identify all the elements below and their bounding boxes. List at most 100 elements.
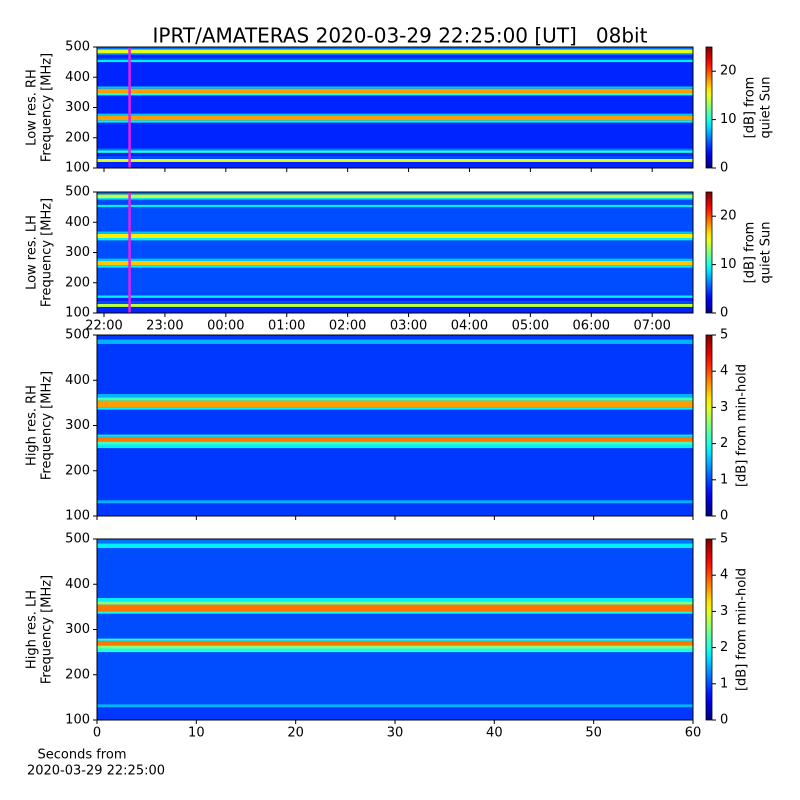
y-axis-label: Frequency [MHz]: [40, 575, 55, 684]
spectrum-band: [97, 120, 693, 123]
colorbar-tick-label: 10: [720, 257, 737, 272]
spectrum-band: [97, 47, 693, 50]
colorbar-tick-label: 20: [720, 209, 737, 224]
y-tick-label: 100: [65, 306, 90, 321]
x-tick-label: 07:00: [633, 319, 670, 334]
colorbar-tick-label: 5: [720, 532, 728, 547]
spectrum-band: [97, 202, 693, 205]
spectrum-band: [97, 198, 693, 200]
spectrum-band: [97, 344, 693, 394]
spectrum-band: [97, 258, 693, 261]
spectrum-band: [97, 86, 693, 89]
y-tick-label: 200: [65, 667, 90, 682]
y-tick-label: 200: [65, 275, 90, 290]
spectrum-band: [97, 150, 693, 153]
spectrum-band: [97, 441, 693, 445]
colorbar-tick-label: 10: [720, 112, 737, 127]
spectrum-band: [97, 192, 693, 195]
spectrum-band: [97, 409, 693, 435]
spectrum-band: [97, 53, 693, 55]
colorbar-tick-label: 4: [720, 568, 728, 583]
y-tick-label: 400: [65, 577, 90, 592]
spectrum-band: [97, 648, 693, 653]
y-tick-label: 500: [65, 532, 90, 547]
spectrum-band: [97, 400, 693, 408]
colorbar-tick-label: 2: [720, 640, 728, 655]
spectrum-band: [97, 303, 693, 307]
spectrum-band: [97, 597, 693, 602]
spectrum-band: [97, 448, 693, 501]
spectrum-band: [97, 652, 693, 705]
spectrum-band: [97, 113, 693, 116]
spectrum-band: [97, 300, 693, 304]
colorbar-label: quiet Sun: [759, 76, 774, 138]
spectrum-band: [97, 645, 693, 649]
colorbar-tick-label: 1: [720, 472, 728, 487]
spectrum-band: [97, 233, 693, 238]
spectrum-band: [97, 335, 693, 340]
y-tick-label: 200: [65, 463, 90, 478]
x-tick-label: 05:00: [512, 319, 549, 334]
spectrum-band: [97, 59, 693, 63]
spectrum-band: [97, 295, 693, 298]
x-tick-label: 60: [685, 726, 702, 741]
spectrum-band: [97, 604, 693, 612]
spectrum-band: [97, 57, 693, 60]
y-tick-label: 300: [65, 418, 90, 433]
x-tick-label: 06:00: [573, 319, 610, 334]
spectrum-band: [97, 548, 693, 598]
y-tick-label: 500: [65, 328, 90, 343]
spectrum-band: [97, 306, 693, 313]
spectrum-band: [97, 237, 693, 241]
x-tick-label: 22:00: [85, 319, 122, 334]
colorbar-tick-label: 1: [720, 676, 728, 691]
colorbar-tick-label: 4: [720, 364, 728, 379]
spectrum-band: [97, 158, 693, 162]
y-tick-label: 100: [65, 713, 90, 728]
colorbar: [705, 191, 713, 314]
spectrum-band: [97, 267, 693, 294]
x-tick-label: 01:00: [268, 319, 305, 334]
x-tick-label: 03:00: [390, 319, 427, 334]
colorbar-tick-label: 0: [720, 161, 728, 176]
spectrum-band: [97, 397, 693, 401]
y-tick-label: 400: [65, 70, 90, 85]
spectrum-band: [97, 240, 693, 259]
figure-title: IPRT/AMATERAS 2020-03-29 22:25:00 [UT] 0…: [153, 24, 648, 48]
spectrum-band: [97, 444, 693, 449]
spectrum-band: [97, 88, 693, 93]
y-tick-label: 400: [65, 373, 90, 388]
y-tick-label: 300: [65, 622, 90, 637]
x-tick-label: 0: [93, 726, 101, 741]
colorbar-tick-label: 3: [720, 400, 728, 415]
spectrum-band: [97, 62, 693, 87]
spectrum-band: [97, 601, 693, 605]
spectrum-band: [97, 297, 693, 301]
spectrum-band: [97, 155, 693, 159]
spectrum-band: [97, 611, 693, 614]
x-tick-label: 23:00: [146, 319, 183, 334]
y-axis-label: Frequency [MHz]: [40, 371, 55, 480]
spectrum-band: [97, 199, 693, 203]
x-tick-label: 50: [585, 726, 602, 741]
spectrum-band: [97, 92, 693, 96]
spectrum-band: [97, 95, 693, 114]
spectrum-band: [97, 436, 693, 442]
x-tick-label: 04:00: [451, 319, 488, 334]
spectrum-band: [97, 148, 693, 151]
spectrum-band: [97, 161, 693, 168]
spectrum-band: [97, 539, 693, 544]
x-tick-label: 20: [287, 726, 304, 741]
colorbar-tick-label: 5: [720, 328, 728, 343]
colorbar-tick-label: 0: [720, 509, 728, 524]
y-tick-label: 500: [65, 185, 90, 200]
colorbar: [705, 334, 713, 517]
x-tick-label: 02:00: [329, 319, 366, 334]
colorbar-label: [dB] from: [743, 222, 758, 284]
spectrum-band: [97, 231, 693, 234]
spectrum-band: [97, 704, 693, 708]
y-tick-label: 200: [65, 130, 90, 145]
spectrum-band: [97, 503, 693, 516]
spectrum-band: [97, 49, 693, 54]
